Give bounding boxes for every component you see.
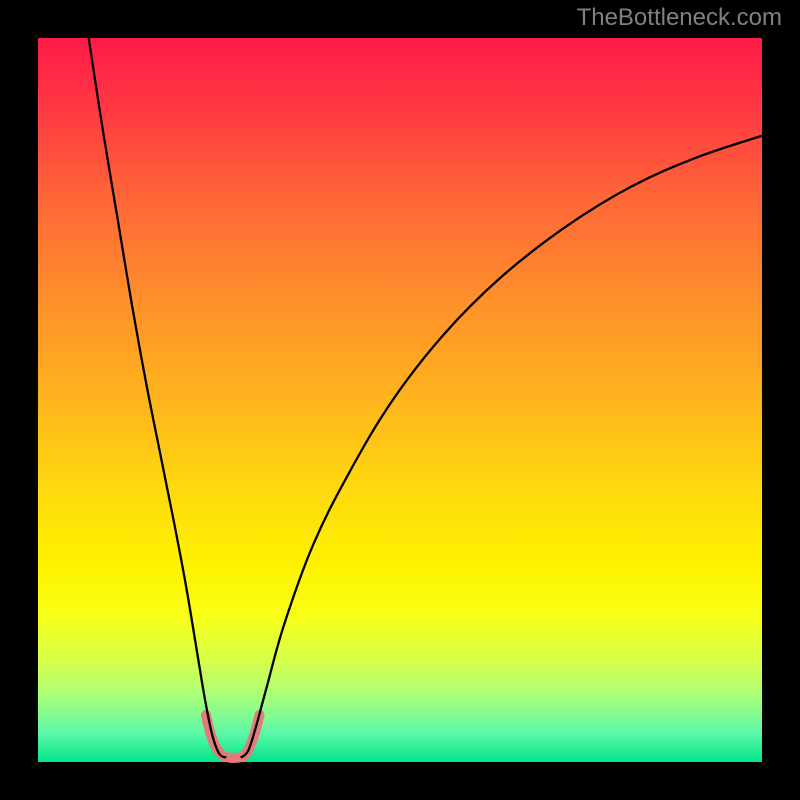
watermark-label: TheBottleneck.com <box>577 4 782 32</box>
chart-container: TheBottleneck.com <box>0 0 800 800</box>
plot-background <box>38 38 762 762</box>
bottleneck-chart <box>0 0 800 800</box>
